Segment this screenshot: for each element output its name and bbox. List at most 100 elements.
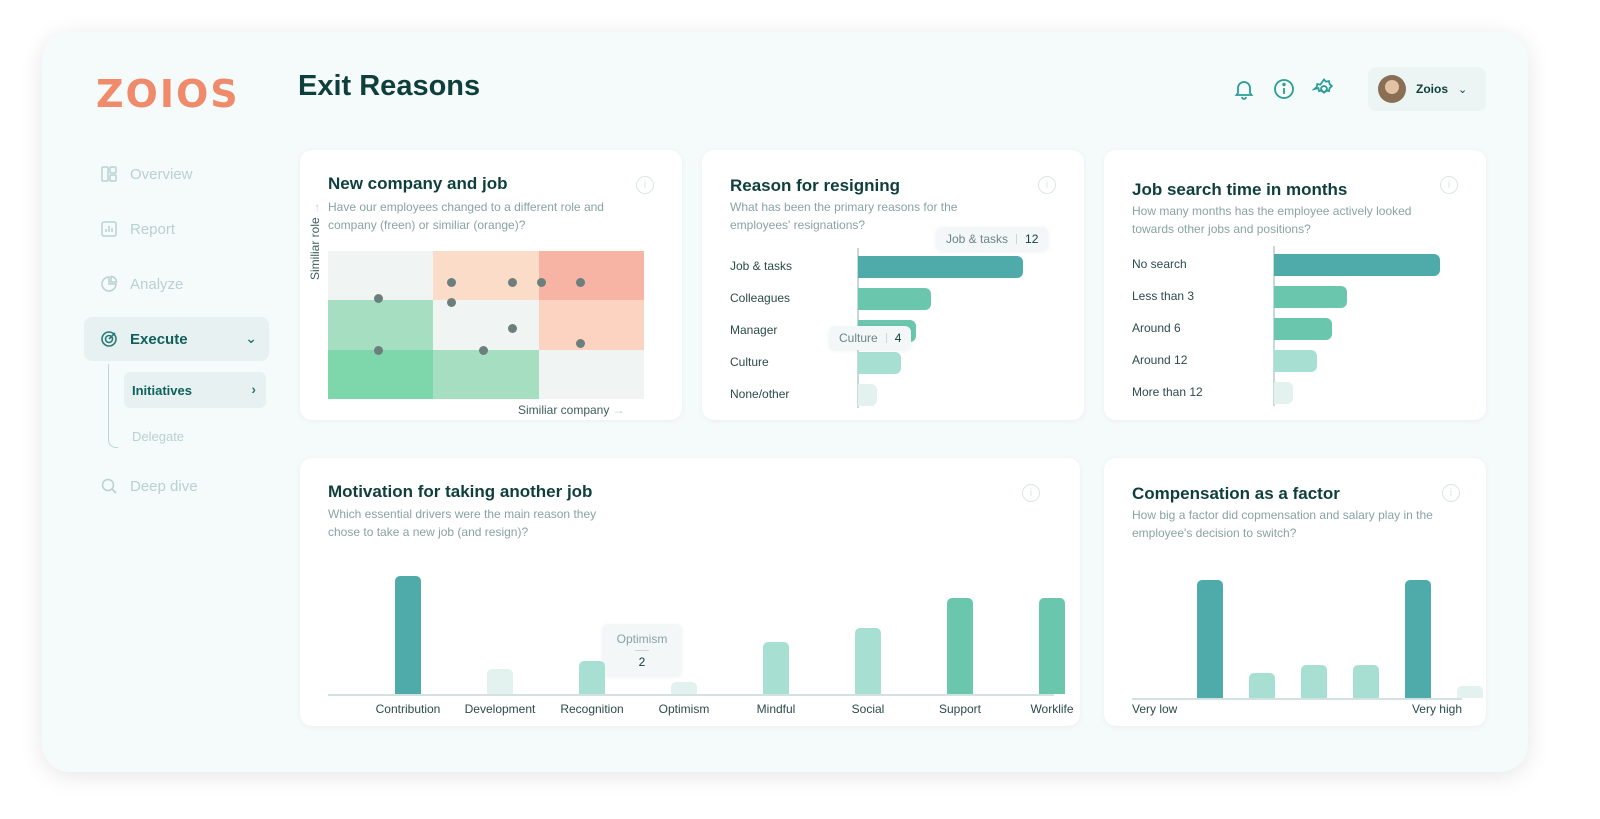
matrix-cell: [433, 251, 539, 301]
sidebar-item-label: Overview: [130, 165, 193, 183]
bar-chart-icon: [100, 220, 118, 238]
info-icon[interactable]: [1272, 77, 1296, 101]
layout-icon: [100, 165, 118, 183]
matrix-cell: [538, 251, 644, 301]
chevron-down-icon[interactable]: ⌄: [245, 330, 257, 346]
bar[interactable]: [1274, 318, 1333, 340]
matrix-cell: [328, 300, 434, 350]
matrix-grid: [328, 251, 644, 399]
sidebar-subitem-initiatives[interactable]: Initiatives ›: [124, 372, 266, 408]
scatter-point[interactable]: [576, 338, 586, 348]
pie-chart-icon: [100, 275, 118, 293]
zoios-logo[interactable]: ZOIOS: [96, 72, 240, 116]
card-new-company-and-job: New company and job Have our employees c…: [300, 150, 682, 420]
bar[interactable]: [858, 352, 901, 374]
sidebar: Overview Report Analyze Execute ⌄ Initia…: [84, 152, 269, 519]
bar-label: Mindful: [756, 702, 796, 716]
bar[interactable]: [858, 256, 1023, 278]
bar[interactable]: [1197, 580, 1223, 698]
info-icon[interactable]: i: [636, 176, 654, 194]
card-subtitle: Which essential drivers were the main re…: [328, 507, 597, 539]
scatter-point[interactable]: [374, 345, 384, 355]
bar[interactable]: [671, 682, 697, 694]
sidebar-item-execute[interactable]: Execute ⌄: [84, 317, 269, 361]
bar-label: Colleagues: [730, 291, 791, 305]
bar[interactable]: [1274, 382, 1294, 404]
bar-label: Job & tasks: [730, 259, 793, 273]
bar[interactable]: [395, 576, 421, 694]
bar[interactable]: [1249, 673, 1275, 698]
scatter-point[interactable]: [576, 277, 586, 287]
sidebar-subitem-label: Initiatives: [132, 382, 192, 398]
bar-label: Around 6: [1132, 321, 1181, 335]
axis-line: [1273, 246, 1275, 406]
target-icon: [100, 330, 118, 348]
sidebar-item-report[interactable]: Report: [84, 207, 269, 251]
bar-label: Worklife: [1030, 702, 1074, 716]
info-icon[interactable]: i: [1442, 484, 1460, 502]
bar[interactable]: [858, 288, 931, 310]
bar-label: Contribution: [375, 702, 441, 716]
info-icon[interactable]: i: [1440, 176, 1458, 194]
scatter-point[interactable]: [446, 277, 456, 287]
bar-label: Optimism: [658, 702, 710, 716]
card-title: Motivation for taking another job: [328, 482, 593, 501]
bar[interactable]: [1301, 664, 1327, 698]
bar[interactable]: [1457, 686, 1483, 698]
scatter-point[interactable]: [537, 277, 547, 287]
matrix-cell: [538, 300, 644, 350]
bar[interactable]: [487, 669, 513, 694]
sidebar-item-label: Analyze: [130, 275, 184, 293]
user-name: Zoios: [1416, 82, 1448, 96]
matrix-cell: [433, 349, 539, 399]
bar[interactable]: [858, 384, 878, 406]
matrix-cell: [328, 349, 434, 399]
scatter-point[interactable]: [374, 294, 384, 304]
bar[interactable]: [855, 627, 881, 694]
info-icon[interactable]: i: [1038, 176, 1056, 194]
bell-icon[interactable]: [1232, 77, 1256, 101]
info-icon[interactable]: i: [1022, 484, 1040, 502]
bar[interactable]: [1353, 664, 1379, 698]
bar[interactable]: [579, 660, 605, 694]
sidebar-item-label: Deep dive: [130, 477, 198, 495]
scatter-point[interactable]: [479, 345, 489, 355]
bar[interactable]: [947, 598, 973, 694]
bar[interactable]: [1039, 598, 1065, 694]
bar-label: Recognition: [560, 702, 624, 716]
gear-icon[interactable]: [1312, 77, 1336, 101]
bar[interactable]: [1405, 580, 1431, 698]
x-axis-line: [328, 694, 1054, 696]
bar[interactable]: [1274, 350, 1317, 372]
user-menu[interactable]: Zoios ⌄: [1368, 67, 1486, 111]
x-label-right: Very high: [1411, 702, 1462, 716]
bar-label: Around 12: [1132, 353, 1188, 367]
top-icons: [1232, 77, 1336, 101]
card-title: Job search time in months: [1132, 180, 1348, 199]
sidebar-subnav: Initiatives › Delegate: [108, 364, 269, 454]
sidebar-item-analyze[interactable]: Analyze: [84, 262, 269, 306]
tooltip-optimism: Optimism 2: [602, 624, 682, 676]
sidebar-item-label: Execute: [130, 330, 188, 348]
bar[interactable]: [763, 642, 789, 694]
app-window: ZOIOS Exit Reasons Zoios ⌄ Overview Repo…: [42, 32, 1528, 772]
bar-label: More than 12: [1132, 385, 1203, 399]
matrix-cell: [328, 251, 434, 301]
scatter-point[interactable]: [507, 323, 517, 333]
page-title: Exit Reasons: [298, 70, 481, 102]
sidebar-item-label: Report: [130, 220, 176, 238]
bar[interactable]: [1274, 254, 1440, 276]
scatter-point[interactable]: [507, 277, 517, 287]
card-subtitle: How many months has the employee activel…: [1132, 204, 1412, 236]
bar[interactable]: [1274, 286, 1348, 308]
x-axis-label: Similiar company →: [518, 403, 625, 417]
bar-label: Less than 3: [1132, 289, 1195, 303]
sidebar-item-deep-dive[interactable]: Deep dive: [84, 464, 269, 508]
sidebar-item-overview[interactable]: Overview: [84, 152, 269, 196]
scatter-point[interactable]: [446, 297, 456, 307]
search-icon: [100, 477, 118, 495]
sidebar-subitem-delegate[interactable]: Delegate: [124, 418, 269, 454]
sidebar-subitem-label: Delegate: [132, 428, 185, 444]
x-label-left: Very low: [1132, 702, 1178, 716]
bar-label: Social: [851, 702, 885, 716]
